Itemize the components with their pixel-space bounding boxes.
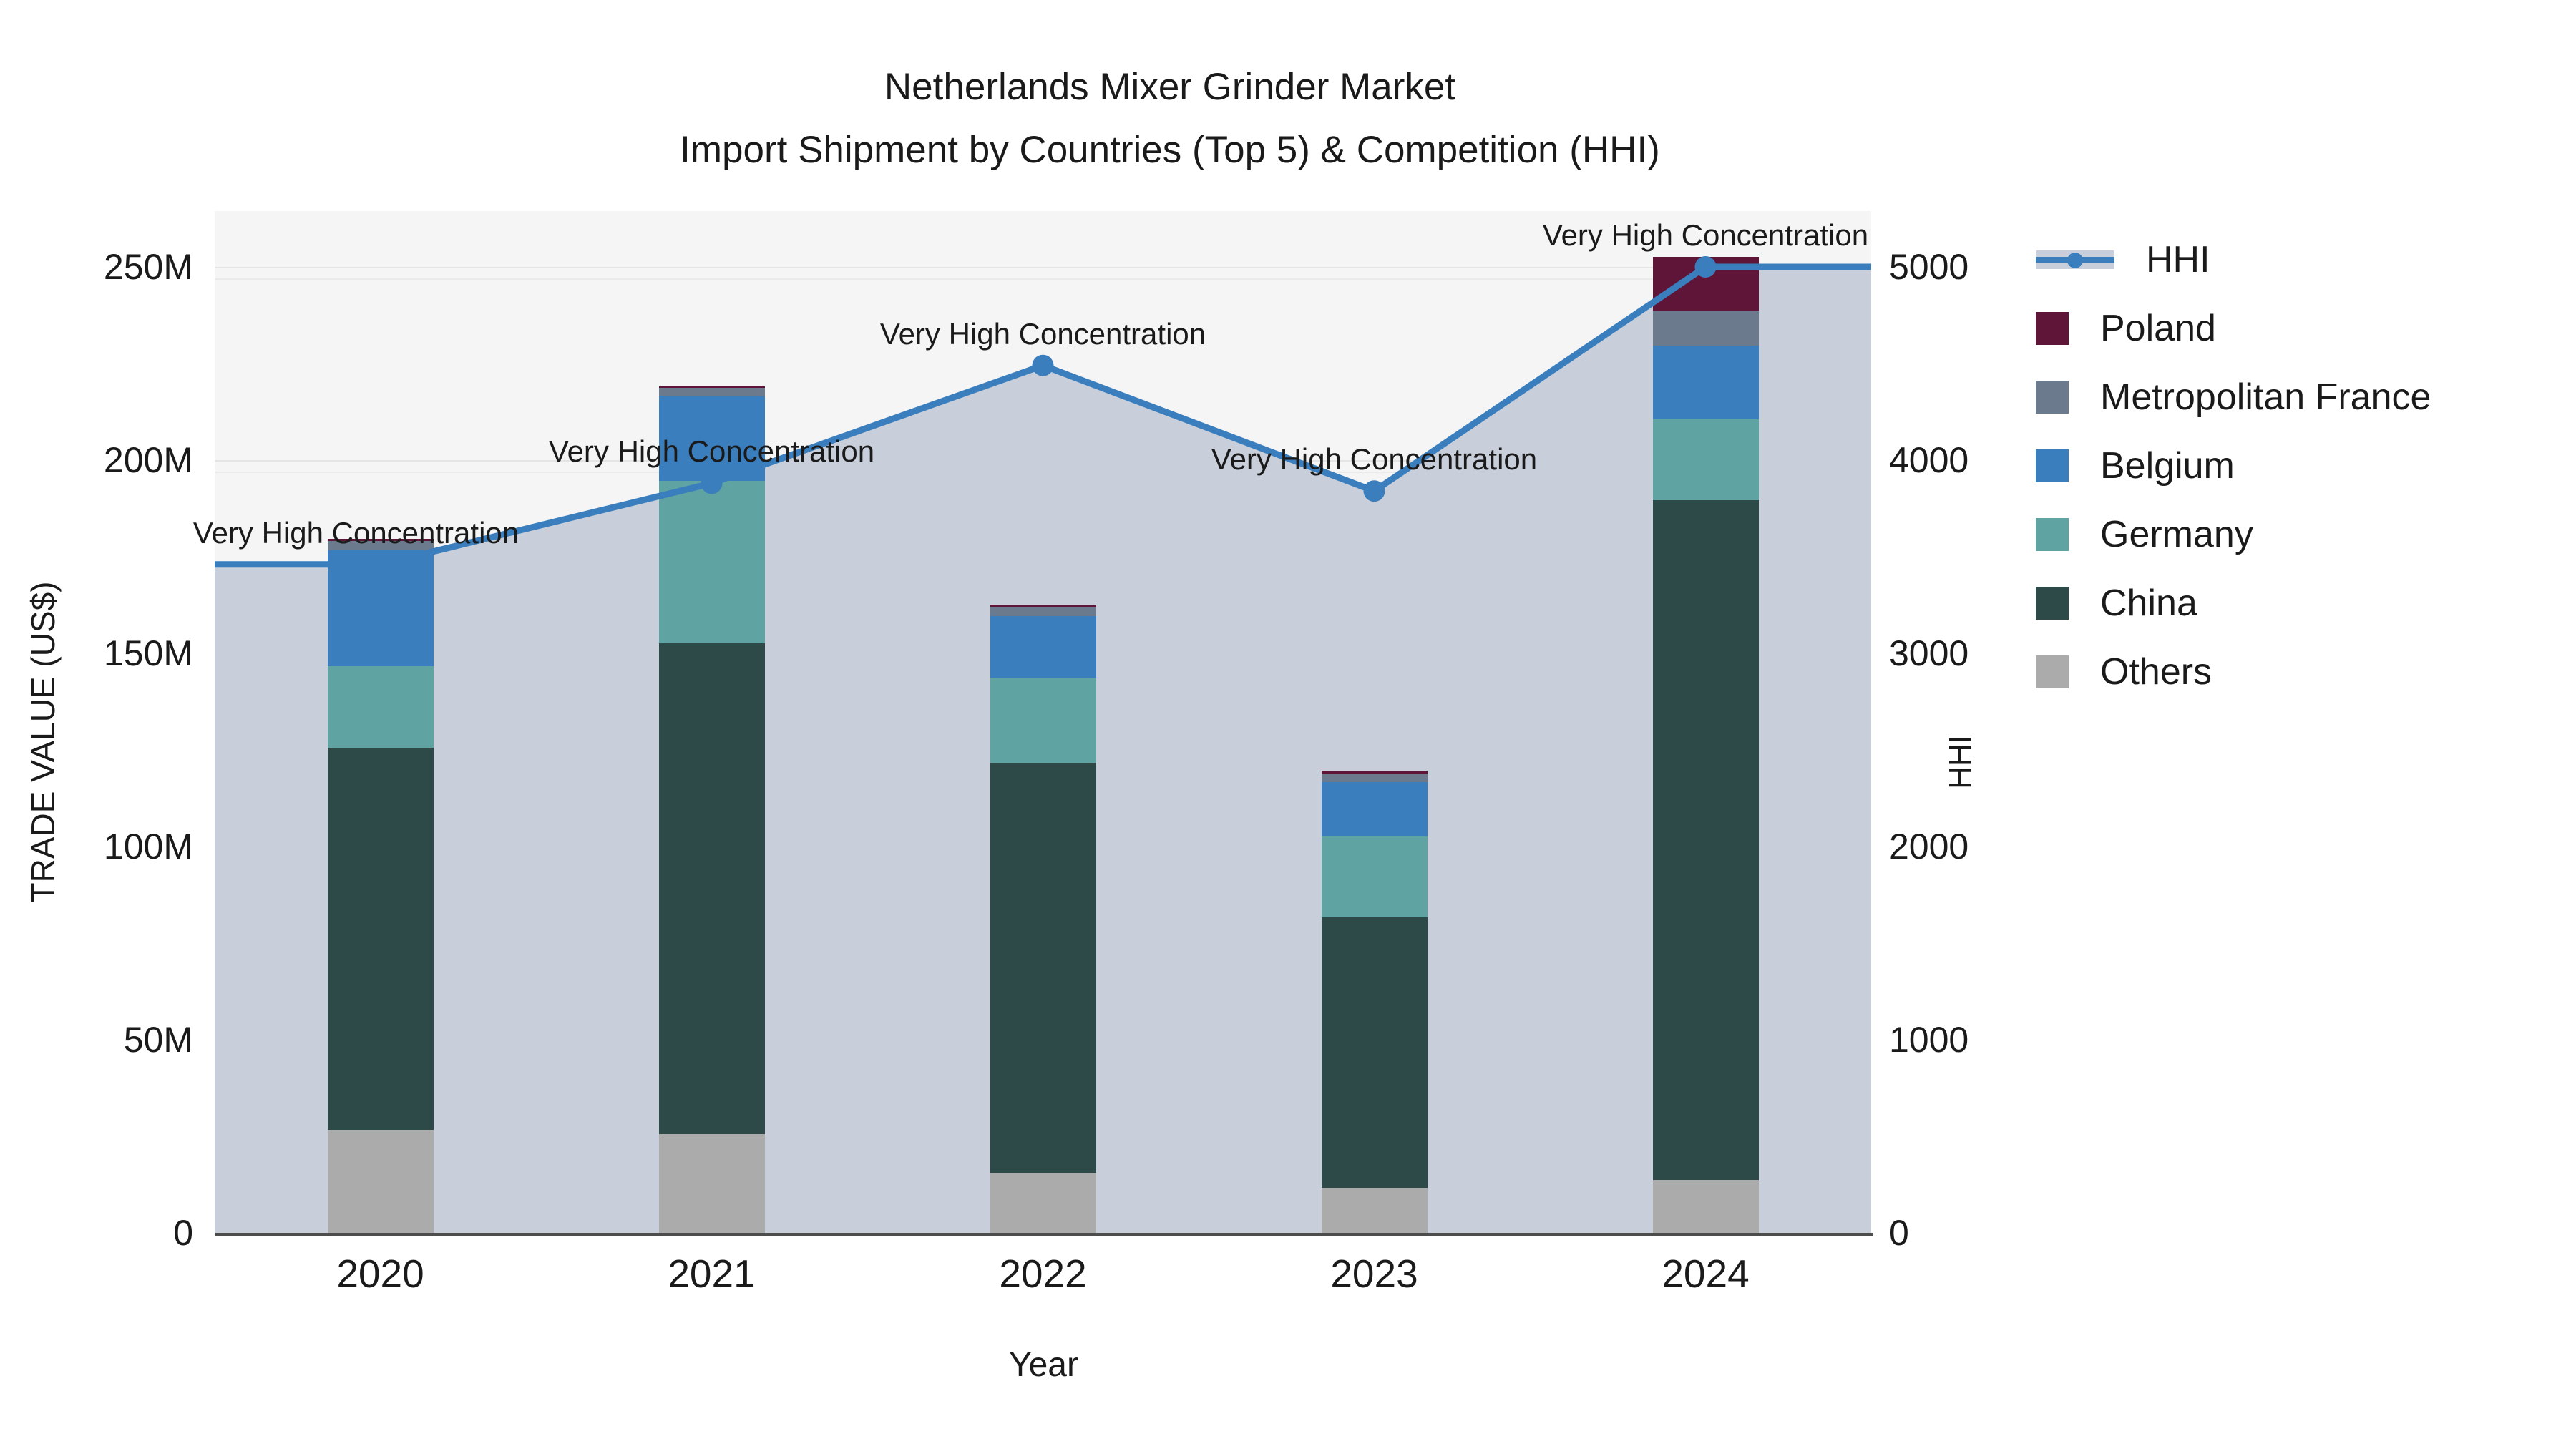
bar-segment-2020-belgium[interactable] bbox=[327, 550, 434, 667]
y-tick-right-4000: 4000 bbox=[1889, 440, 1969, 480]
bar-segment-2022-poland[interactable] bbox=[990, 604, 1096, 607]
legend-label: Metropolitan France bbox=[2100, 376, 2431, 418]
annotation-2020: Very High Concentration bbox=[192, 515, 519, 550]
x-axis-line bbox=[215, 1233, 1873, 1236]
legend-marker-dot bbox=[2067, 253, 2083, 268]
bar-segment-2021-germany[interactable] bbox=[658, 481, 765, 643]
bar-segment-2023-belgium[interactable] bbox=[1321, 782, 1428, 836]
legend-label: Belgium bbox=[2100, 445, 2235, 487]
plot-area bbox=[215, 211, 1871, 1234]
legend-swatch-icon bbox=[2036, 312, 2069, 345]
y-tick-left-0: 0 bbox=[173, 1213, 193, 1253]
bar-group-2022[interactable] bbox=[990, 211, 1096, 1234]
bar-segment-2023-others[interactable] bbox=[1321, 1188, 1428, 1234]
bar-segment-2023-poland[interactable] bbox=[1321, 771, 1428, 775]
annotation-2023: Very High Concentration bbox=[1211, 442, 1538, 477]
chart-legend: HHI Poland Metropolitan France Belgium Germa… bbox=[2036, 225, 2431, 706]
chart-title-line-2: Import Shipment by Countries (Top 5) & C… bbox=[680, 129, 1660, 171]
y-tick-left-200M: 200M bbox=[103, 440, 193, 480]
y-tick-right-0: 0 bbox=[1889, 1213, 1909, 1253]
bar-segment-2020-germany[interactable] bbox=[327, 666, 434, 748]
legend-label: Others bbox=[2100, 651, 2212, 693]
bar-segment-2020-china[interactable] bbox=[327, 747, 434, 1131]
y-tick-right-1000: 1000 bbox=[1889, 1020, 1969, 1060]
y-axis-left-label: TRADE VALUE (US$) bbox=[24, 581, 62, 903]
bar-segment-2022-china[interactable] bbox=[990, 763, 1096, 1173]
y-tick-right-3000: 3000 bbox=[1889, 633, 1969, 673]
bar-segment-2024-germany[interactable] bbox=[1652, 419, 1759, 500]
legend-item-hhi[interactable]: HHI bbox=[2036, 225, 2431, 294]
x-tick-2021: 2021 bbox=[668, 1252, 756, 1296]
annotation-2021: Very High Concentration bbox=[548, 434, 875, 469]
bar-group-2020[interactable] bbox=[327, 211, 434, 1234]
legend-swatch-icon bbox=[2036, 587, 2069, 620]
legend-swatch-icon bbox=[2036, 381, 2069, 414]
bar-segment-2022-metropolitan-france[interactable] bbox=[990, 606, 1096, 616]
bar-segment-2024-china[interactable] bbox=[1652, 500, 1759, 1181]
annotation-2024: Very High Concentration bbox=[1542, 218, 1869, 252]
bar-segment-2023-metropolitan-france[interactable] bbox=[1321, 774, 1428, 783]
y-tick-left-250M: 250M bbox=[103, 247, 193, 287]
bar-segment-2024-metropolitan-france[interactable] bbox=[1652, 311, 1759, 346]
legend-line-icon bbox=[2036, 243, 2114, 276]
x-tick-2022: 2022 bbox=[999, 1252, 1087, 1296]
bar-segment-2022-belgium[interactable] bbox=[990, 616, 1096, 678]
chart-title: Netherlands Mixer Grinder Market Import … bbox=[0, 56, 2340, 182]
bar-segment-2024-poland[interactable] bbox=[1652, 256, 1759, 311]
plot-inner bbox=[215, 211, 1871, 1234]
x-tick-2023: 2023 bbox=[1330, 1252, 1418, 1296]
legend-item-poland[interactable]: Poland bbox=[2036, 294, 2431, 363]
bar-segment-2023-china[interactable] bbox=[1321, 917, 1428, 1189]
bar-segment-2024-belgium[interactable] bbox=[1652, 346, 1759, 419]
y-axis-right-label: HHI bbox=[1943, 735, 1978, 789]
bar-segment-2022-others[interactable] bbox=[990, 1172, 1096, 1234]
chart-title-line-1: Netherlands Mixer Grinder Market bbox=[884, 66, 1456, 108]
legend-item-germany[interactable]: Germany bbox=[2036, 500, 2431, 569]
legend-label: Germany bbox=[2100, 514, 2253, 555]
legend-item-china[interactable]: China bbox=[2036, 569, 2431, 638]
y-tick-left-50M: 50M bbox=[123, 1020, 193, 1060]
legend-swatch-icon bbox=[2036, 518, 2069, 551]
bar-group-2021[interactable] bbox=[658, 211, 765, 1234]
y-tick-right-2000: 2000 bbox=[1889, 826, 1969, 867]
bar-segment-2021-poland[interactable] bbox=[658, 386, 765, 389]
bar-segment-2022-germany[interactable] bbox=[990, 678, 1096, 763]
legend-item-others[interactable]: Others bbox=[2036, 638, 2431, 706]
x-axis-label: Year bbox=[1009, 1346, 1078, 1384]
bar-segment-2021-metropolitan-france[interactable] bbox=[658, 388, 765, 396]
bar-segment-2020-others[interactable] bbox=[327, 1130, 434, 1234]
legend-label: China bbox=[2100, 582, 2197, 624]
bar-group-2023[interactable] bbox=[1321, 211, 1428, 1234]
y-tick-right-5000: 5000 bbox=[1889, 247, 1969, 287]
y-tick-left-100M: 100M bbox=[103, 826, 193, 867]
legend-label: Poland bbox=[2100, 308, 2216, 349]
legend-swatch-icon bbox=[2036, 655, 2069, 688]
legend-item-belgium[interactable]: Belgium bbox=[2036, 431, 2431, 500]
bar-segment-2023-germany[interactable] bbox=[1321, 836, 1428, 918]
x-tick-2020: 2020 bbox=[336, 1252, 424, 1296]
bar-segment-2024-others[interactable] bbox=[1652, 1180, 1759, 1234]
annotation-2022: Very High Concentration bbox=[879, 316, 1206, 351]
legend-label: HHI bbox=[2146, 239, 2210, 280]
bar-segment-2021-china[interactable] bbox=[658, 643, 765, 1134]
bar-segment-2021-others[interactable] bbox=[658, 1133, 765, 1234]
x-tick-2024: 2024 bbox=[1662, 1252, 1750, 1296]
y-tick-left-150M: 150M bbox=[103, 633, 193, 673]
legend-item-metropolitan-france[interactable]: Metropolitan France bbox=[2036, 363, 2431, 431]
legend-swatch-icon bbox=[2036, 449, 2069, 482]
bar-group-2024[interactable] bbox=[1652, 211, 1759, 1234]
